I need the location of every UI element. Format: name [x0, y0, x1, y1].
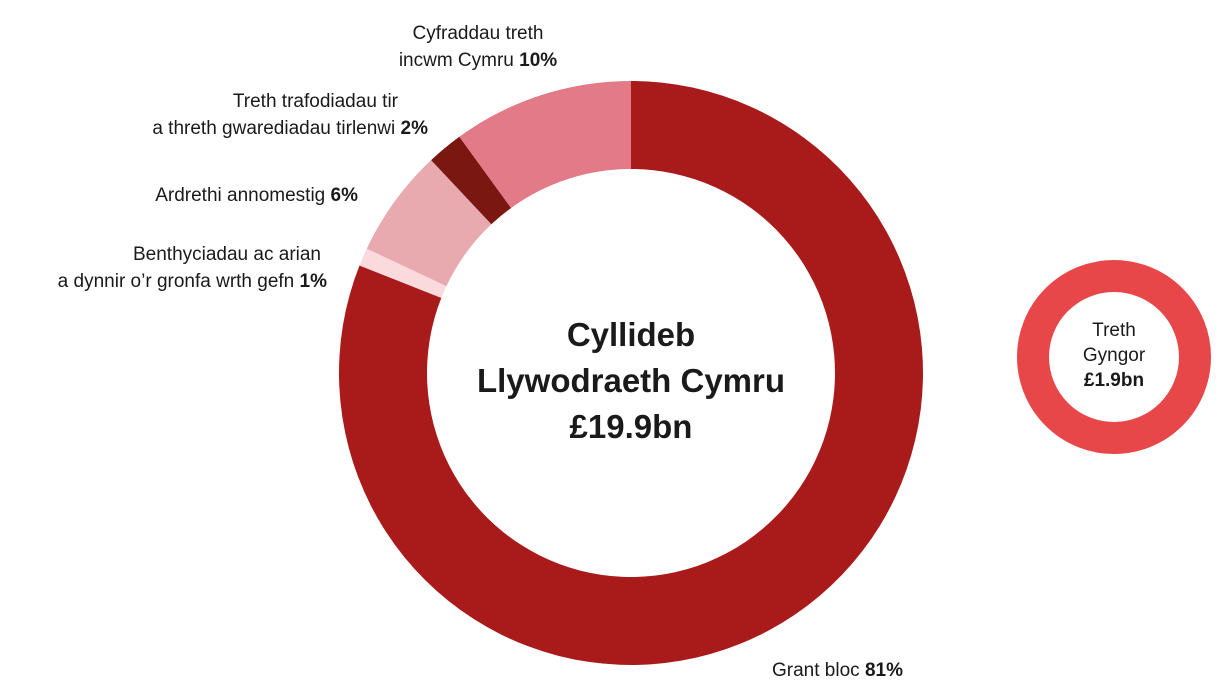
label-borrowing: Benthyciadau ac arian a dynnir o’r gronf…: [58, 241, 327, 295]
council-line2: Gyngor: [1082, 345, 1146, 366]
label-text: Cyfraddau treth: [412, 23, 544, 44]
label-ltt: Treth trafodiadau tir a threth gwarediad…: [152, 88, 428, 142]
center-line2: Llywodraeth Cymru: [476, 362, 786, 399]
label-text: a dynnir o’r gronfa wrth gefn: [57, 271, 295, 292]
label-text: Treth trafodiadau tir: [232, 91, 398, 112]
label-text: a threth gwarediadau tirlenwi: [152, 118, 396, 139]
main-donut-slice-3: [431, 136, 512, 225]
center-total: £19.9bn: [569, 408, 693, 445]
main-donut-slice-0: [338, 81, 923, 666]
label-income-tax: Cyfraddau treth incwm Cymru 10%: [388, 20, 568, 74]
label-pct: 81%: [864, 660, 903, 681]
center-line1: Cyllideb: [566, 316, 696, 353]
council-tax-center-label: Treth Gyngor £1.9bn: [1034, 318, 1194, 393]
main-donut-slice-2: [366, 160, 492, 287]
main-donut-center-label: Cyllideb Llywodraeth Cymru £19.9bn: [431, 312, 831, 450]
main-donut-slice-1: [359, 248, 447, 298]
label-pct: 2%: [400, 118, 428, 139]
label-pct: 10%: [519, 50, 558, 71]
label-text: Benthyciadau ac arian: [132, 244, 321, 265]
council-line1: Treth: [1092, 320, 1136, 341]
council-tax-donut-slice: [1017, 260, 1211, 454]
label-text: Ardrethi annomestig: [155, 185, 326, 206]
label-block-grant: Grant bloc 81%: [772, 657, 903, 684]
label-pct: 6%: [330, 185, 358, 206]
main-donut-slice-4: [459, 81, 631, 208]
council-value: £1.9bn: [1083, 370, 1145, 391]
label-text: Grant bloc: [772, 660, 860, 681]
label-ndr: Ardrethi annomestig 6%: [155, 182, 358, 209]
label-text: incwm Cymru: [398, 50, 514, 71]
label-pct: 1%: [299, 271, 327, 292]
